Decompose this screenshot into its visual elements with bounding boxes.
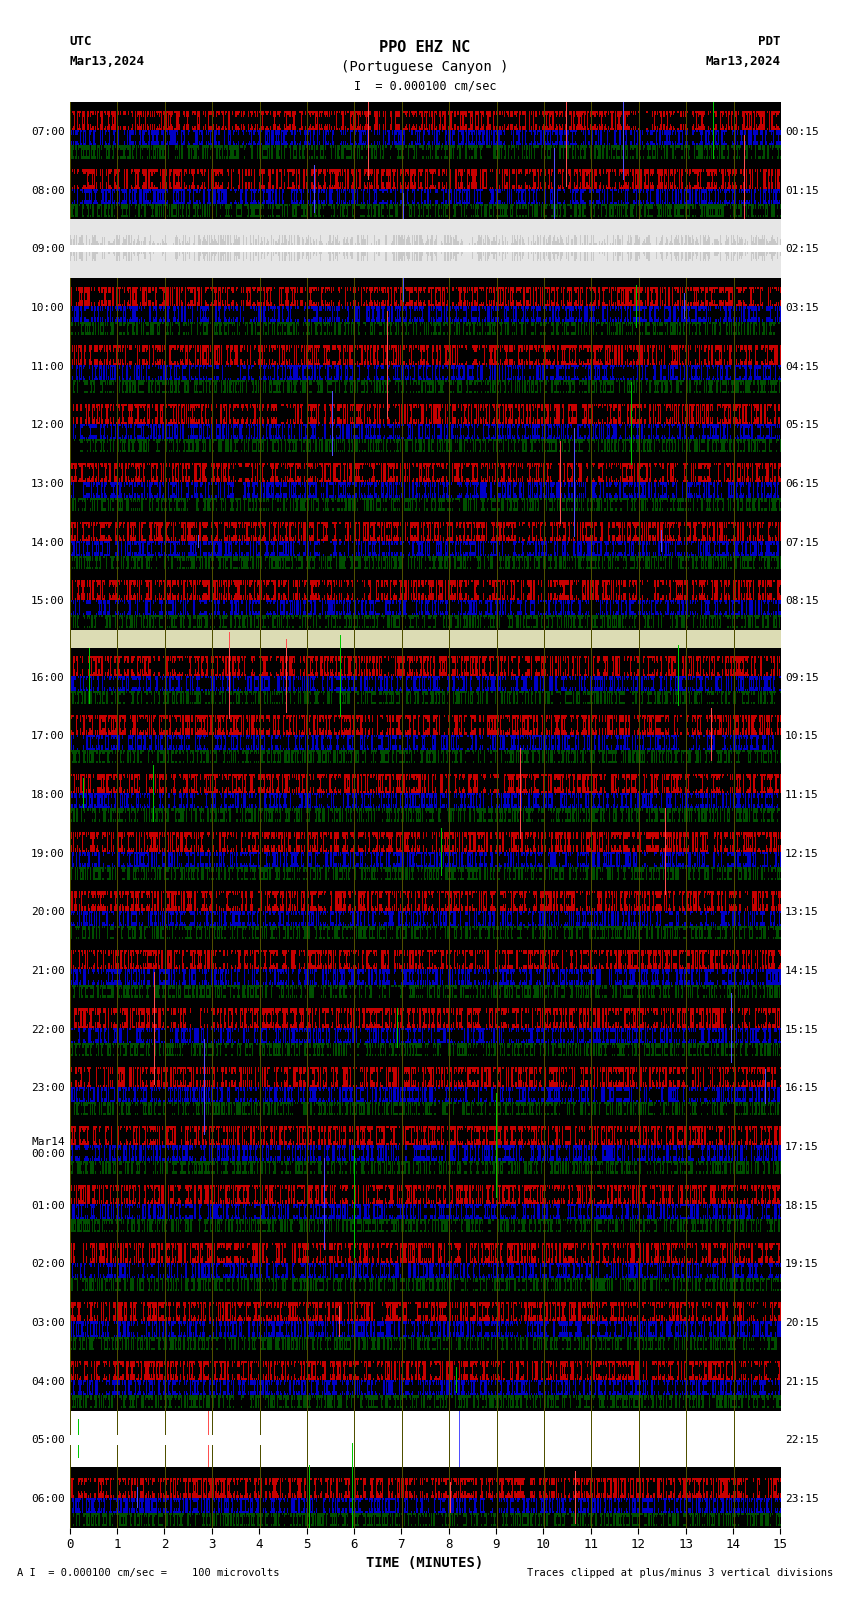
Text: I  = 0.000100 cm/sec: I = 0.000100 cm/sec (354, 79, 496, 92)
Text: UTC: UTC (70, 35, 92, 48)
Text: PPO EHZ NC: PPO EHZ NC (379, 40, 471, 55)
Text: Mar13,2024: Mar13,2024 (70, 55, 144, 68)
Text: A I  = 0.000100 cm/sec =    100 microvolts: A I = 0.000100 cm/sec = 100 microvolts (17, 1568, 280, 1578)
Text: Mar13,2024: Mar13,2024 (706, 55, 780, 68)
X-axis label: TIME (MINUTES): TIME (MINUTES) (366, 1557, 484, 1571)
Text: (Portuguese Canyon ): (Portuguese Canyon ) (341, 60, 509, 74)
Text: Traces clipped at plus/minus 3 vertical divisions: Traces clipped at plus/minus 3 vertical … (527, 1568, 833, 1578)
Text: PDT: PDT (758, 35, 780, 48)
